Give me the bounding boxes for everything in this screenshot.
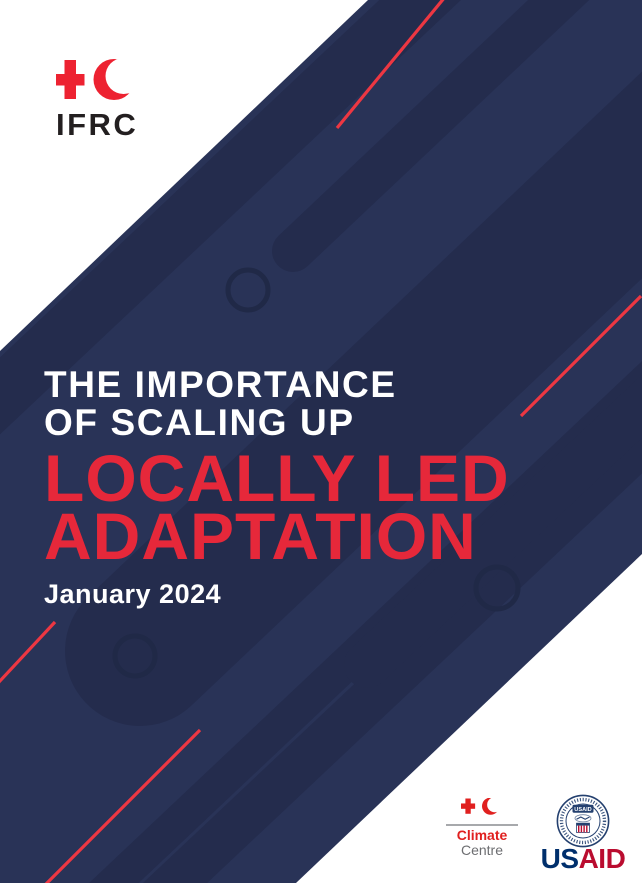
diagonal-stripe <box>124 381 642 883</box>
climate-centre-name-line1: Climate <box>456 827 508 843</box>
ifrc-logo: IFRC <box>56 58 196 141</box>
climate-centre-name-line2: Centre <box>460 842 504 858</box>
seal-microtext-ring <box>559 797 607 845</box>
handshake-icon <box>574 814 592 823</box>
red-accent-line <box>519 294 642 418</box>
cover-date: January 2024 <box>44 579 222 609</box>
title-line-1: THE IMPORTANCE <box>44 364 397 405</box>
circle-outline <box>225 267 271 313</box>
red-accent-line <box>38 728 202 883</box>
title-line-2: OF SCALING UP <box>44 402 355 443</box>
climate-centre-divider <box>446 824 518 826</box>
circle-outline <box>473 564 521 612</box>
title-highlight-line-2: ADAPTATION <box>44 499 477 573</box>
large-diagonal-pill <box>65 45 642 726</box>
striped-shield-icon <box>576 822 590 833</box>
red-cross-icon <box>56 60 85 99</box>
red-accent-line <box>335 0 447 130</box>
title-highlight-line-1: LOCALLY LED <box>44 441 510 515</box>
ifrc-emblem-icon <box>56 58 142 100</box>
climate-centre-logo: Climate Centre <box>442 798 522 858</box>
usaid-wordmark-us: US <box>540 843 579 874</box>
diagonal-stripe <box>0 0 525 497</box>
usaid-logo: USAID USAID <box>536 794 630 873</box>
diagonal-pill <box>272 0 641 272</box>
cover-title-block: THE IMPORTANCE OF SCALING UP LOCALLY LED… <box>44 364 604 610</box>
red-crescent-icon <box>482 798 503 815</box>
red-cross-icon <box>461 798 476 814</box>
usaid-wordmark-aid: AID <box>578 843 626 874</box>
usaid-wordmark: USAID <box>536 845 630 873</box>
seal-banner <box>572 804 594 813</box>
diagonal-pill <box>344 324 642 688</box>
usaid-seal-icon: USAID <box>556 794 610 848</box>
red-crescent-icon <box>93 58 142 100</box>
circle-outline <box>112 633 158 679</box>
seal-banner-label: USAID <box>574 807 591 813</box>
ifrc-wordmark: IFRC <box>56 107 139 142</box>
climate-centre-emblem-icon <box>461 798 503 815</box>
red-accent-line <box>0 620 57 699</box>
